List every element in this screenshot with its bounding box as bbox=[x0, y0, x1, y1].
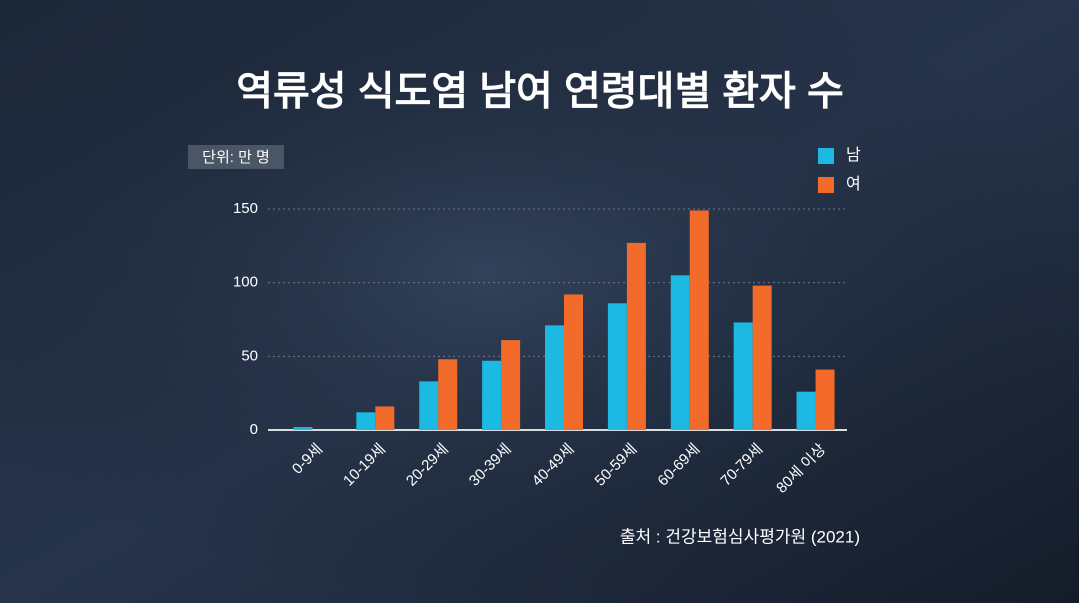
y-tick-label: 0 bbox=[250, 421, 258, 438]
bar bbox=[419, 381, 439, 430]
legend-swatch bbox=[818, 148, 834, 164]
source: 출처 : 건강보험심사평가원 (2021) bbox=[620, 527, 860, 546]
bar bbox=[689, 210, 709, 430]
y-tick-label: 50 bbox=[241, 347, 258, 364]
bar bbox=[438, 359, 458, 430]
bar bbox=[752, 285, 772, 430]
y-tick-label: 100 bbox=[233, 274, 258, 291]
bar bbox=[670, 275, 690, 430]
bar bbox=[545, 325, 564, 430]
legend-swatch bbox=[818, 177, 834, 193]
chart-title: 역류성 식도염 남여 연령대별 환자 수 bbox=[236, 70, 844, 114]
y-tick-label: 150 bbox=[233, 200, 258, 217]
bar bbox=[293, 427, 313, 430]
bar bbox=[607, 303, 627, 430]
legend-label: 여 bbox=[846, 175, 861, 193]
unit-label: 단위: 만 명 bbox=[202, 149, 270, 166]
legend-label: 남 bbox=[846, 146, 861, 164]
bar bbox=[564, 294, 583, 430]
unit-box bbox=[188, 145, 284, 169]
bar bbox=[733, 322, 753, 430]
bar bbox=[796, 391, 816, 430]
bar bbox=[482, 360, 502, 430]
bar bbox=[815, 369, 835, 430]
bar bbox=[626, 242, 646, 430]
bar bbox=[356, 412, 376, 430]
bar bbox=[375, 406, 395, 430]
bar bbox=[501, 340, 521, 430]
